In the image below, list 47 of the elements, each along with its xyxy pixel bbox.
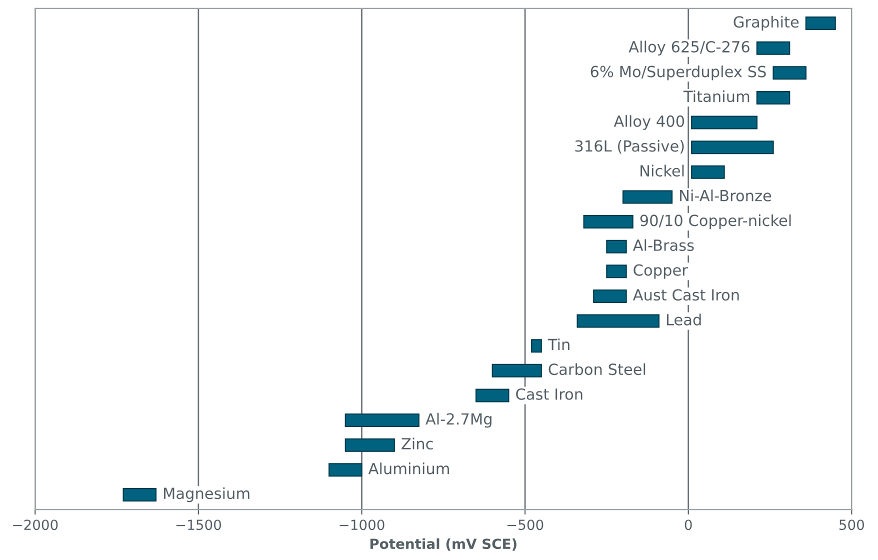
y-tick-label: Carbon Steel [548,363,646,376]
bar [691,165,725,179]
bar [606,264,627,278]
bar [344,414,420,428]
bar [805,16,836,30]
y-tick-label: Aluminium [368,462,449,474]
y-tick-label: Alloy 625/C-276 [628,40,750,56]
bar [691,116,758,130]
y-tick-label: 90/10 Copper-nickel [640,214,791,230]
bar [475,388,510,402]
y-tick-label: Alloy 400 [614,115,684,130]
y-tick-label: 316L (Passive) [575,140,684,154]
y-tick-label: Tin [548,338,570,350]
bar [593,289,627,303]
bar [583,215,634,229]
x-tick-label: −2000 [13,520,58,530]
bar [492,364,542,378]
y-tick-label: Ni-Al-Bronze [680,190,772,202]
x-tick-label: −1000 [340,520,384,530]
bar [756,41,790,55]
bar [328,463,362,477]
bar [531,339,542,353]
x-tick-label: 0 [684,520,692,530]
bar [622,190,673,204]
y-tick-label: Al-Brass [632,239,694,252]
y-tick-label: Zinc [402,438,433,450]
y-tick-label: Magnesium [164,487,250,502]
bar [344,438,395,452]
y-tick-label: Graphite [734,16,799,31]
y-tick-label: 6% Mo/Superduplex SS [590,66,766,80]
x-tick-label: −500 [507,520,544,530]
x-tick-label: −1500 [176,520,221,530]
bar [691,140,774,154]
x-tick-label: 500 [839,520,864,530]
x-axis-title: Potential (mV SCE) [370,538,516,551]
y-tick-label: Titanium [683,90,750,102]
y-tick-label: Nickel [640,164,684,177]
bar [122,488,157,502]
y-tick-label: Lead [666,314,701,326]
bar [772,66,806,80]
y-tick-label: Aust Cast Iron [632,289,739,301]
bar [576,314,660,328]
y-tick-label: Copper [634,264,688,279]
bar [606,240,627,254]
bar [756,90,790,104]
y-tick-label: Al-2.7Mg [426,412,492,428]
y-tick-label: Cast Iron [516,388,582,400]
